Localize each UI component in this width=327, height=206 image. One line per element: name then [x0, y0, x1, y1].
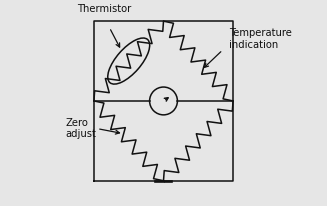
Text: Zero
adjust: Zero adjust: [65, 118, 96, 139]
Text: Thermistor: Thermistor: [77, 4, 131, 14]
Text: Temperature
indication: Temperature indication: [229, 28, 292, 50]
